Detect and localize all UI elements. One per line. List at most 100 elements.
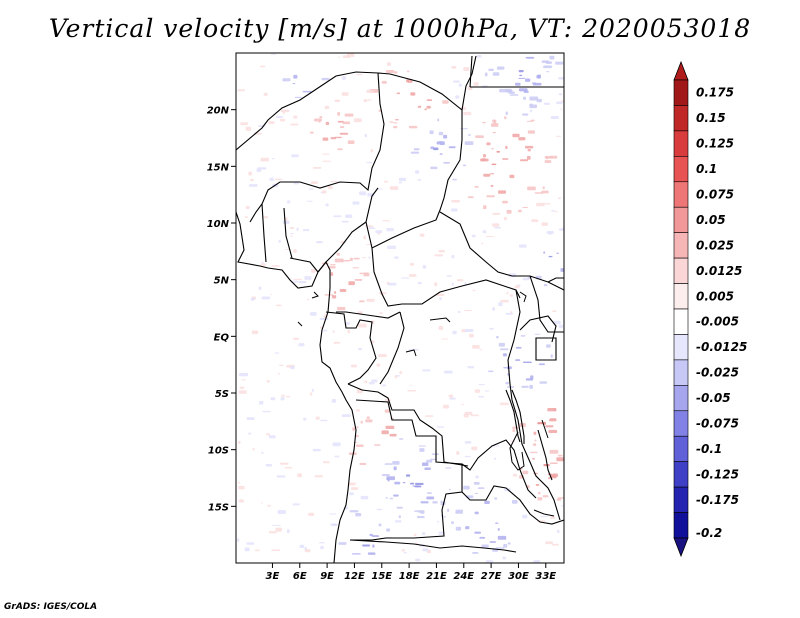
velocity-patch [408,349,417,351]
velocity-patch [244,216,249,218]
velocity-patch [287,200,291,204]
colorbar-swatch [673,130,689,157]
velocity-patch [345,214,353,219]
velocity-patch [486,195,495,198]
velocity-patch [348,482,356,486]
velocity-patch [475,475,479,479]
velocity-patch [464,455,471,458]
velocity-patch [361,257,367,259]
velocity-patch [239,386,245,389]
velocity-patch [518,209,522,213]
velocity-patch [545,61,552,64]
colorbar-level-label: -0.2 [696,526,722,540]
lat-tick-label: 15S [208,502,229,513]
velocity-patch [540,516,548,518]
velocity-patch [310,392,313,396]
velocity-patch [482,154,487,158]
velocity-patch [455,526,462,531]
velocity-patch [492,132,496,134]
velocity-patch [438,131,444,136]
velocity-patch [322,461,330,464]
velocity-patch [290,123,299,126]
velocity-patch [298,343,305,347]
velocity-patch [437,118,440,122]
velocity-patch [277,509,286,514]
velocity-patch [463,111,472,116]
velocity-patch [463,413,469,418]
velocity-patch [341,414,351,418]
velocity-patch [377,188,383,190]
velocity-patch [417,105,422,108]
car-borders [371,211,564,307]
lon-tick-label: 27E [481,571,502,582]
velocity-patch [341,220,349,223]
velocity-patch [557,497,564,499]
colorbar-level-label: -0.125 [696,467,739,481]
velocity-patch [282,78,291,82]
colorbar-level-label: 0.1 [696,162,717,176]
velocity-patch [558,324,563,328]
velocity-patch [321,77,330,81]
velocity-patch [561,505,564,507]
velocity-patch [519,74,523,77]
velocity-patch [245,205,250,210]
velocity-patch [384,409,391,413]
velocity-patch [349,492,354,496]
velocity-patch [333,341,341,344]
velocity-patch [410,151,420,154]
velocity-patch [421,462,429,467]
velocity-patch [387,477,390,482]
velocity-patch [426,492,432,494]
velocity-patch [457,310,461,314]
velocity-patch [544,160,552,164]
velocity-patch [370,148,373,153]
velocity-patch [312,166,322,169]
velocity-patch [426,496,435,500]
velocity-patch [537,497,543,501]
velocity-patch [549,55,555,60]
velocity-patch [334,136,342,139]
velocity-patch [552,473,559,478]
velocity-patch [365,419,373,423]
velocity-patch [496,151,501,153]
velocity-patch [367,552,376,555]
cameroon-nigeria-border [317,221,367,273]
velocity-patch [341,92,349,96]
velocity-patch [398,515,401,519]
velocity-patch [394,481,401,485]
velocity-patch [443,134,448,139]
velocity-patch [366,416,371,419]
velocity-patch [492,307,496,311]
velocity-patch [290,233,294,235]
velocity-patch [399,438,404,440]
velocity-patch [529,103,533,107]
velocity-patch [482,230,487,234]
lake-malawi [537,429,553,481]
velocity-patch [319,317,329,320]
velocity-patch [250,178,254,182]
velocity-patch [518,70,524,73]
velocity-patch [393,256,399,259]
velocity-patch [417,281,422,285]
velocity-patch [389,186,399,191]
colorbar-swatch [673,283,689,310]
velocity-patch [552,310,557,313]
velocity-patch [492,223,500,227]
velocity-patch [507,542,511,545]
velocity-patch [324,105,330,110]
velocity-patch [369,533,374,537]
velocity-patch [381,384,387,387]
velocity-patch [534,560,541,563]
velocity-patch [399,371,403,375]
velocity-patch [260,157,269,162]
colorbar-level-label: -0.1 [696,442,722,456]
velocity-patch [417,178,422,181]
velocity-patch [329,513,337,515]
velocity-patch [258,401,264,405]
velocity-patch [378,523,382,527]
velocity-patch [481,122,486,124]
velocity-patch [556,457,564,462]
velocity-patch [502,200,508,204]
velocity-patch [413,148,420,151]
velocity-patch [490,184,494,187]
